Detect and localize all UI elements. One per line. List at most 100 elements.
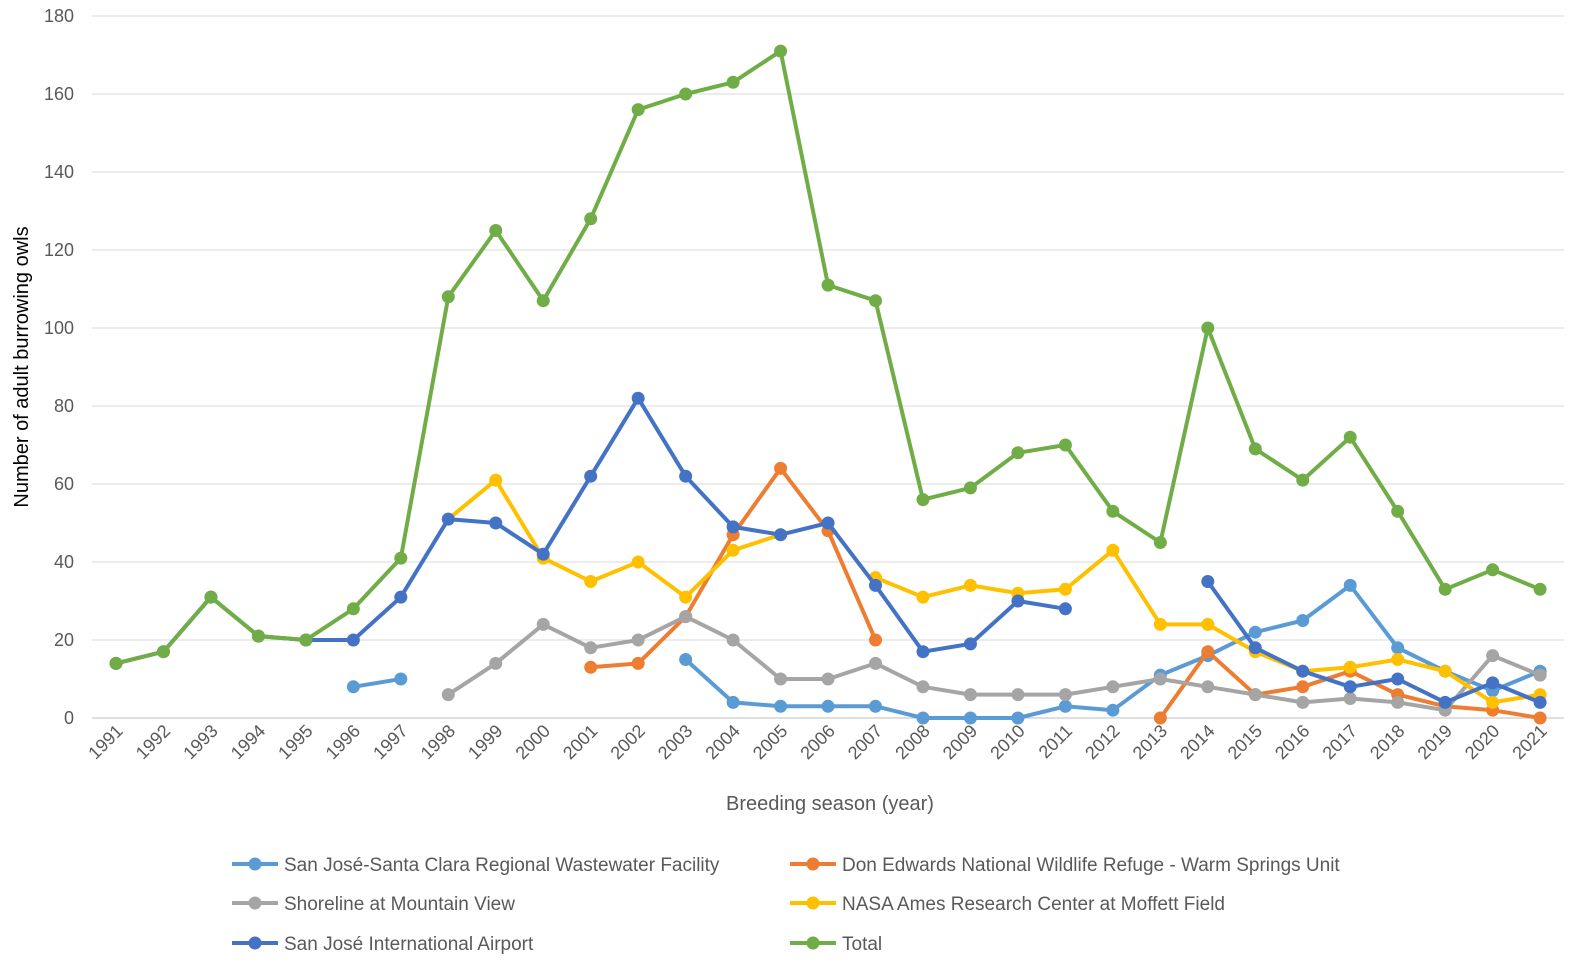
series-line [1205, 579, 1543, 705]
data-point [1533, 695, 1547, 709]
data-point [536, 617, 550, 631]
y-tick-label: 0 [64, 708, 74, 728]
x-tick-label: 2002 [607, 721, 649, 763]
data-point [489, 656, 503, 670]
x-tick-label: 1994 [227, 721, 269, 763]
data-point [916, 645, 930, 659]
data-point [1248, 442, 1262, 456]
gridlines [92, 15, 1564, 719]
data-point [1058, 602, 1072, 616]
data-point [916, 590, 930, 604]
x-tick-label: 2011 [1035, 721, 1077, 763]
data-point [1391, 672, 1405, 686]
data-point [1058, 688, 1072, 702]
data-point [1296, 664, 1310, 678]
data-point [726, 633, 740, 647]
legend-label: Don Edwards National Wildlife Refuge - W… [842, 855, 1340, 876]
data-point [679, 469, 693, 483]
data-point [869, 656, 883, 670]
series-line [446, 614, 1543, 713]
data-point [963, 481, 977, 495]
data-point [1296, 695, 1310, 709]
data-point [963, 688, 977, 702]
data-point [1248, 641, 1262, 655]
data-point [1343, 692, 1357, 705]
x-tick-label: 2017 [1319, 721, 1361, 763]
data-point [1533, 582, 1547, 596]
series-4 [441, 473, 1547, 709]
legend-item: San José-Santa Clara Regional Wastewater… [232, 855, 720, 876]
data-point [1486, 563, 1500, 577]
data-point [1391, 653, 1405, 666]
x-tick-label: 2020 [1461, 721, 1503, 763]
y-tick-label: 20 [54, 630, 74, 650]
x-tick-label: 1996 [322, 721, 364, 763]
series-line [114, 49, 1543, 666]
data-point [109, 656, 123, 670]
data-point [489, 516, 503, 530]
x-tick-label: 1999 [464, 721, 506, 763]
data-point [869, 578, 883, 592]
legend-item: Shoreline at Mountain View [232, 894, 515, 915]
data-point [1106, 504, 1120, 518]
x-tick-label: 1991 [84, 721, 126, 763]
data-point [441, 290, 455, 304]
y-tick-label: 100 [44, 318, 74, 338]
data-point [394, 551, 408, 565]
x-tick-label: 1998 [417, 721, 459, 763]
data-point [394, 590, 408, 604]
data-point [1391, 504, 1405, 518]
x-tick-label: 2000 [512, 721, 554, 763]
x-tick-label: 1995 [274, 721, 316, 763]
data-point [631, 555, 645, 569]
data-point [1486, 676, 1500, 690]
x-tick-label: 2014 [1176, 721, 1218, 763]
data-point [346, 602, 360, 616]
data-point [346, 633, 360, 647]
data-point [1106, 680, 1120, 694]
x-tick-label: 2013 [1129, 721, 1171, 763]
series-3 [441, 610, 1547, 717]
data-point [1058, 438, 1072, 452]
data-point [441, 512, 455, 526]
legend-item: NASA Ames Research Center at Moffett Fie… [790, 894, 1225, 915]
y-tick-label: 40 [54, 552, 74, 572]
data-point [916, 711, 930, 725]
x-tick-label: 2018 [1366, 721, 1408, 763]
data-point [1201, 680, 1215, 694]
x-tick-label: 2010 [986, 721, 1028, 763]
data-point [1438, 695, 1452, 709]
data-point [441, 688, 455, 702]
data-point [679, 653, 693, 666]
x-tick-label: 2001 [559, 721, 601, 763]
data-point [1486, 695, 1500, 709]
data-point [536, 547, 550, 561]
data-point [1201, 645, 1215, 659]
data-point [1201, 617, 1215, 631]
y-tick-label: 80 [54, 396, 74, 416]
legend-swatch-marker [806, 857, 820, 871]
data-point [869, 633, 883, 647]
x-axis-ticks: 1991 1992 1993 1994 1995 1996 1997 1998 1999 2000… [84, 721, 1551, 763]
data-point [584, 660, 598, 674]
series-line [114, 396, 1068, 666]
data-point [821, 516, 835, 530]
data-point [726, 520, 740, 534]
legend-label: Total [842, 934, 882, 955]
y-axis-ticks: 0 20 40 60 80 100 120 140 160 180 [44, 6, 74, 728]
data-point [631, 656, 645, 670]
data-point [1201, 575, 1215, 588]
data-point [489, 473, 503, 487]
data-point [394, 672, 408, 686]
x-tick-label: 1992 [132, 721, 174, 763]
data-point [679, 87, 693, 101]
data-point [1343, 680, 1357, 694]
data-point [1106, 703, 1120, 717]
series-group [109, 44, 1547, 725]
data-point [963, 578, 977, 592]
x-tick-label: 2007 [844, 721, 886, 763]
series-line [446, 478, 783, 600]
x-axis-title: Breeding season (year) [726, 793, 934, 815]
data-point [1058, 699, 1072, 713]
